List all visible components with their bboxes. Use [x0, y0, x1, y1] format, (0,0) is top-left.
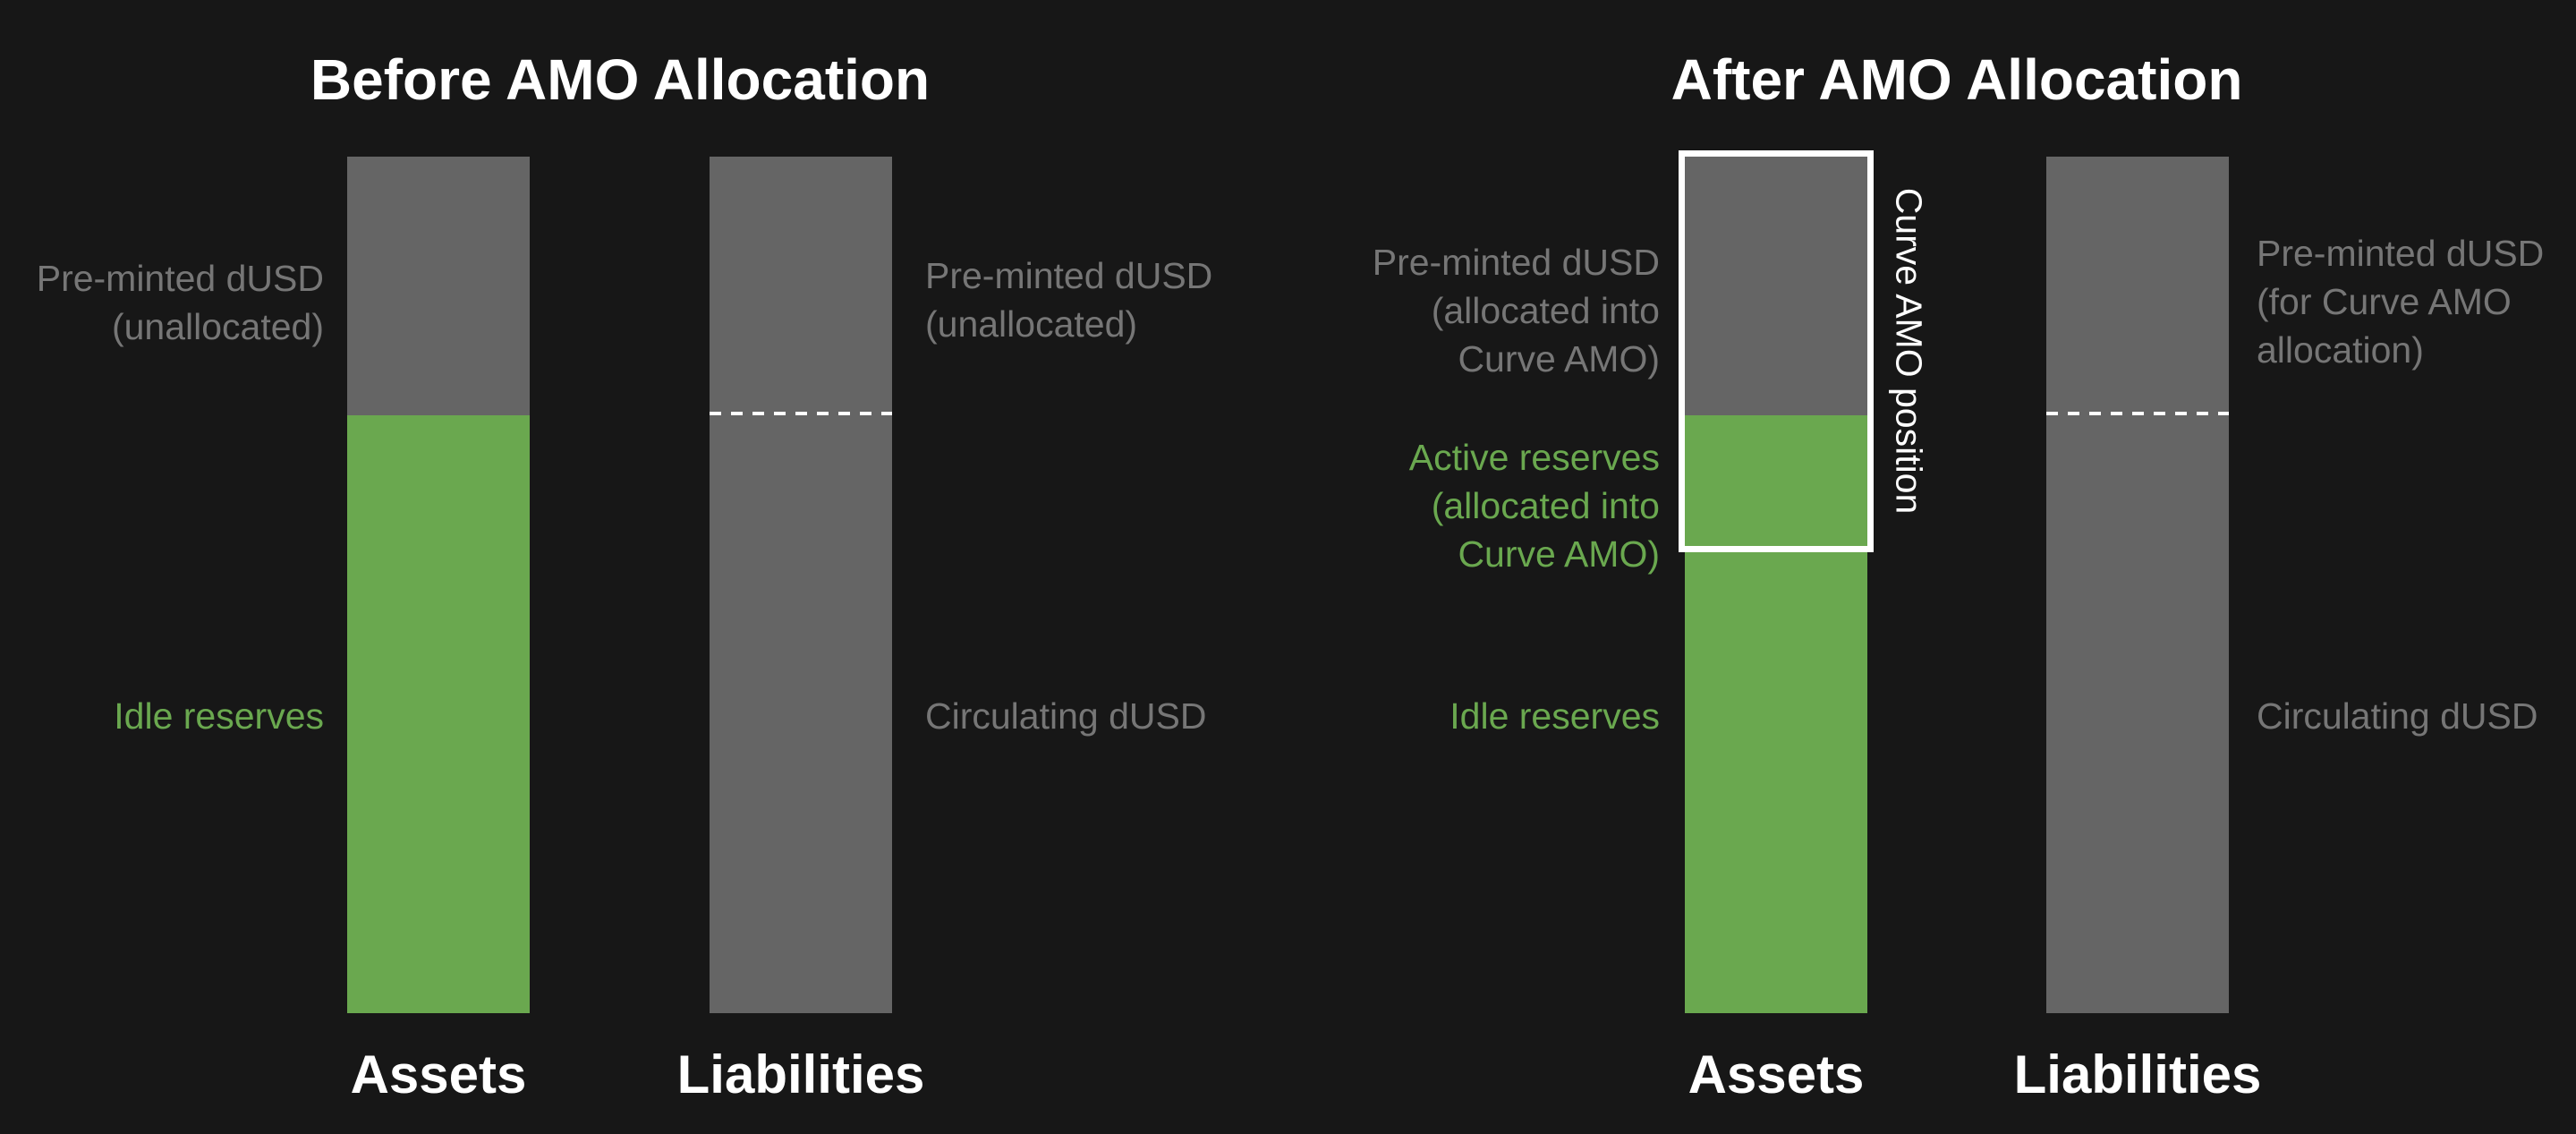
before-assets-axis-label: Assets — [350, 1044, 527, 1104]
before-assets-idle-segment — [347, 415, 530, 1013]
after-assets-active-label: Active reserves (allocated into Curve AM… — [1408, 437, 1660, 575]
after-assets-preminted-label: Pre-minted dUSD (allocated into Curve AM… — [1372, 242, 1660, 379]
after-assets-idle-segment — [1685, 546, 1867, 1013]
after-assets-bar — [1685, 157, 1867, 1013]
after-liabilities-bar — [2046, 157, 2229, 1013]
after-liabilities-preminted-label: Pre-minted dUSD (for Curve AMO allocatio… — [2257, 233, 2545, 371]
after-assets-preminted-segment — [1685, 157, 1867, 415]
curve-amo-outline-box — [1679, 150, 1874, 552]
before-liabilities-axis-label: Liabilities — [676, 1044, 925, 1104]
before-assets-preminted-label: Pre-minted dUSD (unallocated) — [36, 258, 324, 347]
before-assets-idle-label: Idle reserves — [114, 695, 324, 737]
before-assets-preminted-segment — [347, 157, 530, 415]
before-liabilities-circulating-label: Circulating dUSD — [925, 695, 1207, 737]
before-liabilities-dashed-line — [710, 412, 892, 415]
after-panel-title: After AMO Allocation — [1671, 47, 2243, 112]
after-assets-idle-label: Idle reserves — [1450, 695, 1660, 737]
before-liabilities-bar — [710, 157, 892, 1013]
before-panel-title: Before AMO Allocation — [310, 47, 931, 112]
after-assets-active-segment — [1685, 415, 1867, 546]
before-assets-bar — [347, 157, 530, 1013]
after-liabilities-circulating-label: Circulating dUSD — [2257, 695, 2538, 737]
before-liabilities-preminted-label: Pre-minted dUSD (unallocated) — [925, 255, 1213, 345]
after-liabilities-dashed-line — [2046, 412, 2229, 415]
after-liabilities-axis-label: Liabilities — [2013, 1044, 2262, 1104]
curve-amo-position-label: Curve AMO position — [1888, 187, 1930, 515]
after-assets-axis-label: Assets — [1688, 1044, 1865, 1104]
